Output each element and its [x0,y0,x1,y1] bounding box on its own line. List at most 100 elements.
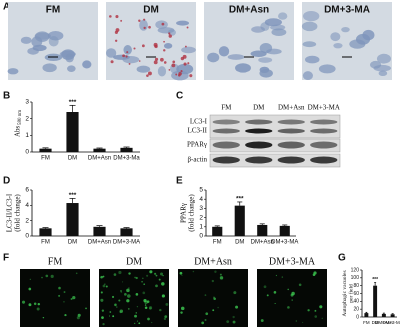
cell [207,52,220,63]
cell [67,65,76,72]
y-tick-label: 100 [351,275,360,281]
cell [181,46,196,54]
vacuole [159,308,162,312]
vacuole [205,312,209,316]
vacuole [302,321,304,323]
lipid-droplet [141,44,145,48]
cell [341,26,350,33]
x-tick-label: DM+3-MA [382,320,400,325]
y-tick-label: 4 [25,202,29,209]
vacuole [63,291,66,293]
blot-band [310,141,338,149]
y-tick-label: 0 [25,233,29,240]
lipid-droplet [154,57,159,61]
vacuole [298,283,302,287]
panel-letter: E [176,176,183,187]
fluorescence-bg [20,269,90,327]
fluorescence-bg [99,269,169,327]
vacuole [161,282,165,286]
vacuole [124,293,127,296]
cell [82,60,92,69]
vacuole [100,276,102,279]
vacuole [281,276,284,278]
vacuole [314,315,318,318]
vacuole [135,293,139,296]
vacuole [155,284,158,288]
lipid-droplet [143,18,146,21]
blot-band [212,156,240,164]
bar [66,112,79,152]
cell [302,71,313,81]
vacuole [127,287,130,290]
cell [155,20,168,29]
cell [136,65,151,73]
cell [259,69,273,78]
panel-letter: A [3,2,10,13]
vacuole [214,270,217,274]
micrograph: DM [105,2,196,81]
cell [218,46,230,57]
lipid-droplet [138,60,141,62]
cell [318,64,336,74]
lipid-droplet [138,19,141,22]
cell [376,53,391,64]
vacuole [143,298,147,303]
vacuole [45,274,49,278]
x-tick-label: DM [68,156,77,162]
cell [61,49,75,60]
cell [105,48,117,58]
lipid-droplet [153,60,158,65]
image-label: FM [46,5,60,16]
cell [139,19,148,31]
blot-band [277,119,305,125]
y-tick-label: 2 [25,217,29,224]
cell [266,48,282,55]
vacuole [142,277,144,279]
vacuole [126,288,130,293]
vacuole [160,272,164,276]
cell [27,47,39,55]
lipid-droplet [180,56,185,61]
vacuole [76,316,80,320]
vacuole [232,315,235,319]
y-tick-label: 120 [351,267,360,273]
vacuole [142,291,146,295]
vacuole [232,320,236,324]
vacuole [100,291,103,294]
blot-strip [209,153,341,168]
cell [42,63,57,73]
y-axis-label: PPARγ [180,203,188,223]
cell [305,55,320,64]
cell [123,45,132,55]
vacuole [122,281,124,283]
lipid-droplet [168,69,171,71]
blot-band [310,156,338,164]
cell [251,26,265,33]
y-tick-label: 80 [353,283,359,289]
cell [34,31,50,42]
vacuole [165,302,169,306]
cell [227,54,245,60]
y-axis-label: (fold change) [188,194,196,232]
vacuole [104,283,106,285]
vacuole [179,271,183,275]
vacuole [75,272,78,275]
vacuole [112,315,115,318]
cell [157,27,175,34]
vacuole [141,280,143,283]
vacuole [136,306,139,308]
bar [93,226,106,236]
lipid-droplet [122,54,126,58]
image-label: FM [48,256,63,267]
vacuole [263,285,267,289]
lipid-droplet [120,19,123,22]
vacuole [233,291,237,295]
significance: *** [372,277,378,283]
vacuole [164,315,168,319]
vacuole [235,305,239,309]
vacuole [275,274,278,277]
blot-band [212,128,240,134]
vacuole [120,290,122,292]
lipid-droplet [148,25,151,29]
bar [373,285,378,317]
